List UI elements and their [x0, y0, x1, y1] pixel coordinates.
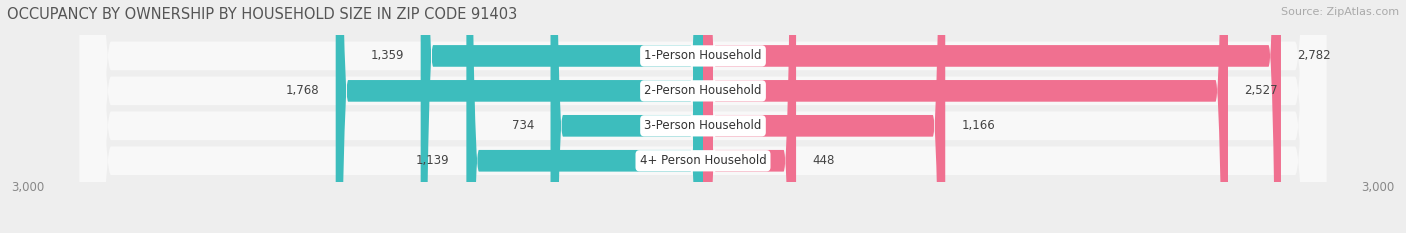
Text: 2,782: 2,782: [1298, 49, 1331, 62]
Text: 3,000: 3,000: [1361, 181, 1395, 194]
Text: 3-Person Household: 3-Person Household: [644, 119, 762, 132]
Text: 1,768: 1,768: [285, 84, 319, 97]
Text: 1,166: 1,166: [962, 119, 995, 132]
Text: 1,359: 1,359: [371, 49, 404, 62]
Text: Source: ZipAtlas.com: Source: ZipAtlas.com: [1281, 7, 1399, 17]
Text: 1,139: 1,139: [416, 154, 450, 167]
FancyBboxPatch shape: [336, 0, 703, 233]
Text: 448: 448: [813, 154, 835, 167]
FancyBboxPatch shape: [80, 0, 1326, 233]
FancyBboxPatch shape: [467, 0, 703, 233]
Legend: Owner-occupied, Renter-occupied: Owner-occupied, Renter-occupied: [575, 230, 831, 233]
Text: 4+ Person Household: 4+ Person Household: [640, 154, 766, 167]
Text: 3,000: 3,000: [11, 181, 45, 194]
FancyBboxPatch shape: [703, 0, 796, 233]
FancyBboxPatch shape: [80, 0, 1326, 233]
Text: 734: 734: [512, 119, 534, 132]
FancyBboxPatch shape: [703, 0, 1227, 233]
Text: 2,527: 2,527: [1244, 84, 1278, 97]
Text: 2-Person Household: 2-Person Household: [644, 84, 762, 97]
FancyBboxPatch shape: [703, 0, 945, 233]
FancyBboxPatch shape: [551, 0, 703, 233]
FancyBboxPatch shape: [420, 0, 703, 233]
FancyBboxPatch shape: [703, 0, 1281, 233]
FancyBboxPatch shape: [80, 0, 1326, 233]
Text: OCCUPANCY BY OWNERSHIP BY HOUSEHOLD SIZE IN ZIP CODE 91403: OCCUPANCY BY OWNERSHIP BY HOUSEHOLD SIZE…: [7, 7, 517, 22]
FancyBboxPatch shape: [80, 0, 1326, 233]
Text: 1-Person Household: 1-Person Household: [644, 49, 762, 62]
